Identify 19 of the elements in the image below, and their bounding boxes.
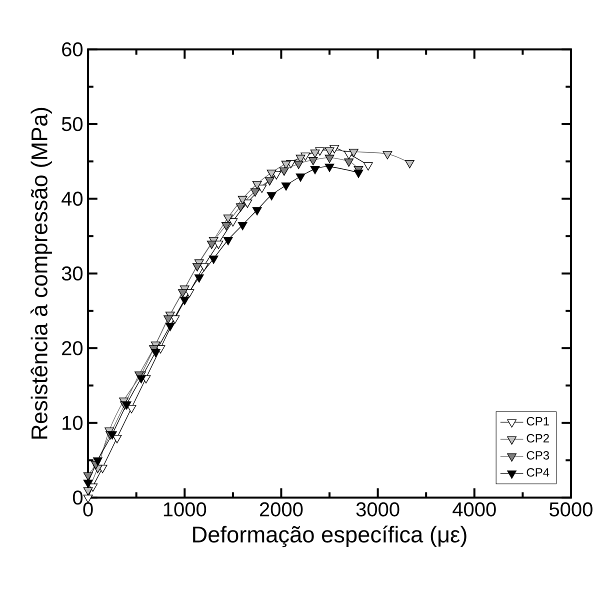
legend-label: CP3 [526,450,550,460]
legend-label: CP1 [526,416,549,426]
x-axis-title: Deformação específica (με) [193,525,466,547]
y-tick-label: 30 [62,266,83,280]
x-tick-label: 3000 [356,502,400,516]
y-tick-label: 60 [62,42,83,56]
legend-label: CP4 [526,468,550,477]
y-tick-label: 50 [62,116,83,131]
legend-label: CP2 [526,434,549,442]
x-tick-label: 4000 [452,502,496,516]
y-tick-label: 10 [62,416,83,430]
x-tick-label: 2000 [260,502,303,516]
x-tick-label: 5000 [550,502,592,516]
x-tick-label: 1000 [164,502,206,516]
y-tick-label: 40 [62,192,83,206]
y-tick-label: 0 [72,490,83,505]
y-tick-label: 20 [62,340,83,356]
x-tick-label: 0 [83,502,93,516]
y-axis-title: Resistência à compressão (MPa) [30,108,52,438]
